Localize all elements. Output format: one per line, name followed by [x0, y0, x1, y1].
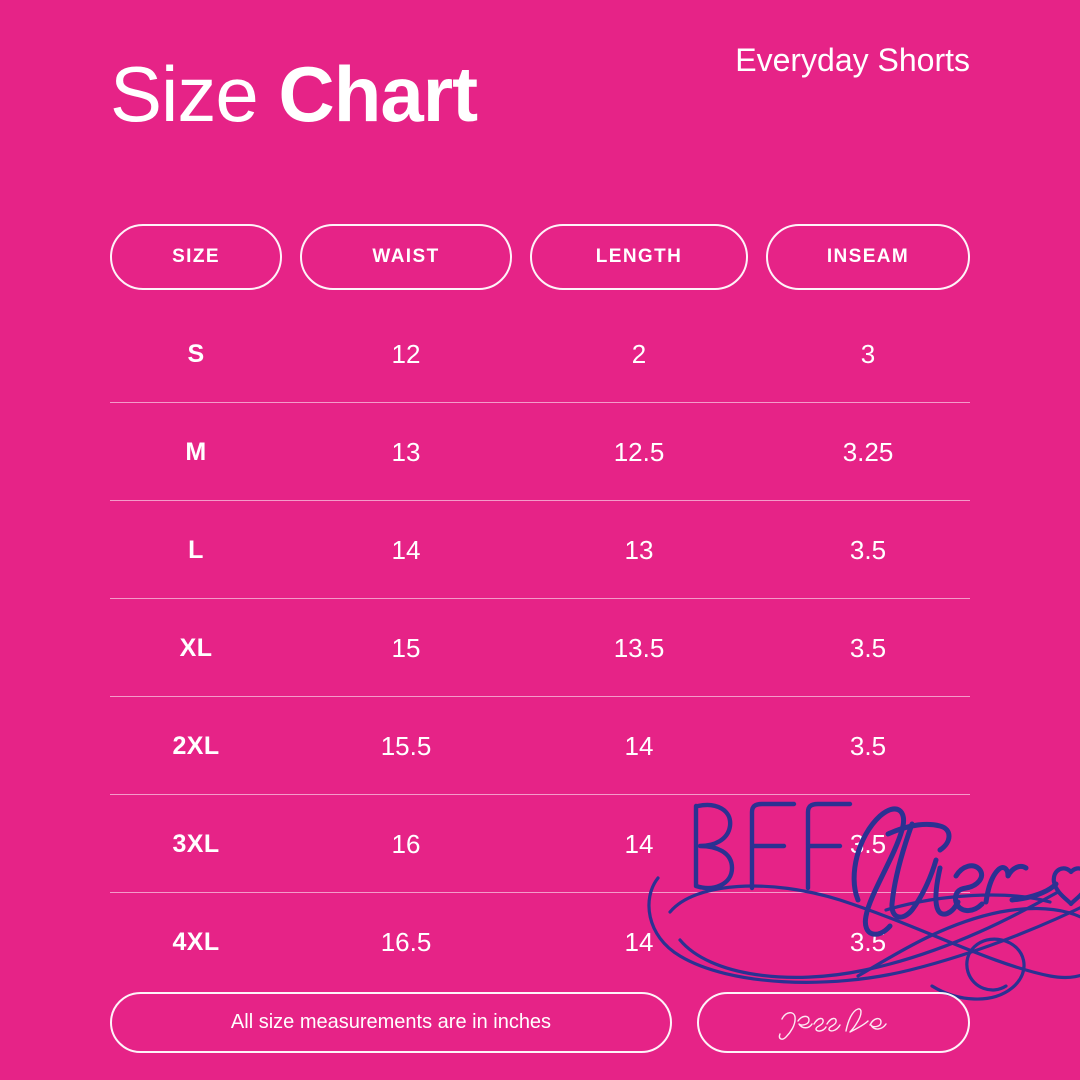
cell-inseam: 3.5	[849, 926, 887, 957]
column-header-size: SIZE	[110, 224, 282, 290]
cell-inseam: 3.25	[842, 436, 894, 467]
title-word-size: Size	[110, 50, 259, 138]
cell-waist: 16.5	[380, 926, 432, 957]
cell-waist: 15	[391, 632, 421, 663]
row-divider	[110, 695, 970, 697]
table-row: S 12 2 3	[0, 305, 1080, 403]
cell-inseam: 3.5	[849, 632, 887, 663]
cell-size: 2XL	[172, 731, 220, 760]
page-title: Size Chart	[110, 50, 478, 138]
table-row: M 13 12.5 3.25	[0, 403, 1080, 501]
footer: All size measurements are in inches	[0, 992, 1080, 1054]
table-row: L 14 13 3.5	[0, 501, 1080, 599]
cell-size: 4XL	[172, 927, 220, 956]
jess-lee-signature-icon	[774, 1003, 894, 1043]
column-header-inseam: INSEAM	[766, 224, 970, 290]
row-divider	[110, 597, 970, 599]
cell-waist: 13	[391, 436, 421, 467]
cell-length: 13	[624, 534, 654, 565]
cell-inseam: 3	[860, 338, 876, 369]
row-divider	[110, 891, 970, 893]
cell-inseam: 3.5	[849, 730, 887, 761]
table-row: XL 15 13.5 3.5	[0, 599, 1080, 697]
product-name: Everyday Shorts	[735, 42, 970, 78]
cell-size: L	[188, 535, 204, 564]
cell-inseam: 3.5	[849, 828, 887, 859]
cell-waist: 15.5	[380, 730, 432, 761]
table-header-row: SIZE WAIST LENGTH INSEAM	[0, 224, 1080, 290]
cell-waist: 14	[391, 534, 421, 565]
cell-length: 2	[631, 338, 647, 369]
signature-pill	[697, 992, 970, 1053]
cell-waist: 16	[391, 828, 421, 859]
cell-size: M	[185, 437, 207, 466]
row-divider	[110, 401, 970, 403]
cell-length: 13.5	[613, 632, 665, 663]
cell-length: 14	[624, 828, 654, 859]
cell-waist: 12	[391, 338, 421, 369]
table-body: S 12 2 3 M 13 12.5 3.25 L 14 13 3.5 XL 1…	[0, 305, 1080, 991]
table-row: 2XL 15.5 14 3.5	[0, 697, 1080, 795]
title-word-chart: Chart	[278, 50, 478, 138]
column-header-waist: WAIST	[300, 224, 512, 290]
row-divider	[110, 499, 970, 501]
column-header-length: LENGTH	[530, 224, 748, 290]
cell-size: S	[187, 339, 205, 368]
cell-length: 12.5	[613, 436, 665, 467]
cell-inseam: 3.5	[849, 534, 887, 565]
cell-length: 14	[624, 926, 654, 957]
table-row: 3XL 16 14 3.5	[0, 795, 1080, 893]
measurement-note: All size measurements are in inches	[110, 992, 672, 1053]
cell-length: 14	[624, 730, 654, 761]
cell-size: 3XL	[172, 829, 220, 858]
table-row: 4XL 16.5 14 3.5	[0, 893, 1080, 991]
row-divider	[110, 793, 970, 795]
cell-size: XL	[179, 633, 213, 662]
